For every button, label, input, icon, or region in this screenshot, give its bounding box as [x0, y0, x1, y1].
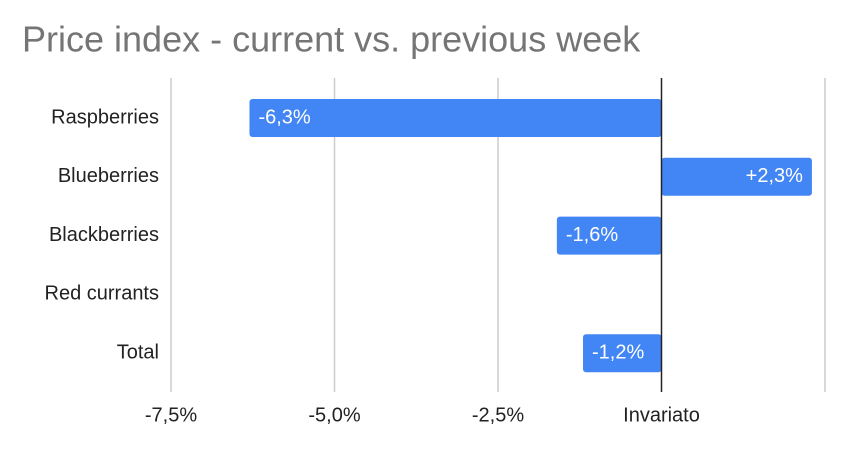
y-tick-label: Raspberries [51, 106, 159, 128]
y-tick-label: Red currants [45, 283, 160, 305]
bar [556, 216, 662, 255]
bar [249, 99, 662, 137]
y-tick-label: Blueberries [58, 165, 159, 187]
x-tick-label: -2,5% [472, 404, 524, 426]
y-tick-label: Total [117, 341, 159, 363]
y-tick-label: Blackberries [49, 224, 159, 246]
value-label: +2,3% [746, 165, 803, 187]
x-tick-label: -5,0% [308, 404, 360, 426]
x-tick-label: -7,5% [145, 404, 197, 426]
x-tick-label: Invariato [623, 404, 700, 426]
bar [661, 157, 812, 196]
bar [583, 334, 662, 373]
value-label: -1,6% [566, 224, 618, 246]
value-label: -1,2% [592, 341, 644, 363]
value-label: -6,3% [258, 106, 310, 128]
chart-title: Price index - current vs. previous week [22, 19, 641, 60]
